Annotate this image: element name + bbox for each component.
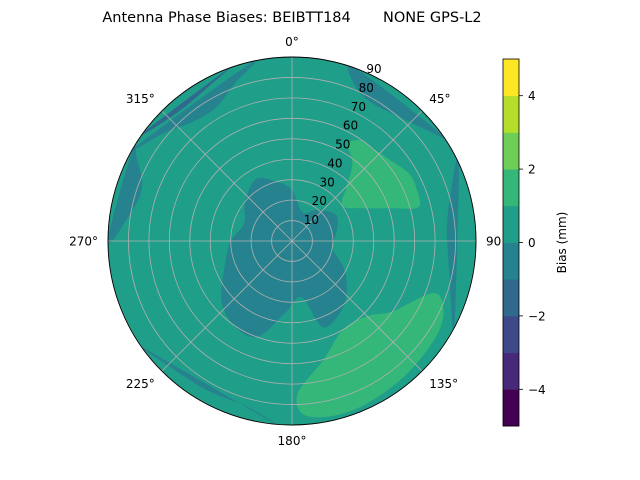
radial-labels: 10 20 30 40 50 60 70 80 90 <box>304 62 382 227</box>
azimuth-gridline <box>291 240 423 372</box>
contour-nw-deep-negative <box>140 66 232 136</box>
contour-south-rim-negative <box>136 344 281 425</box>
radial-tick-label: 90 <box>366 62 381 76</box>
colorbar-segment <box>503 132 519 170</box>
colorbar-segment <box>503 95 519 133</box>
radial-tick-label: 80 <box>359 81 374 95</box>
colorbar-tick-label: −4 <box>528 383 546 397</box>
contour-se-positive <box>296 293 444 418</box>
azimuth-label: 180° <box>278 434 307 448</box>
colorbar-segment <box>503 315 519 353</box>
colorbar-tick-label: 2 <box>528 163 536 177</box>
radial-tick-label: 40 <box>327 156 342 170</box>
colorbar-segment <box>503 389 519 427</box>
colorbar-segment <box>503 59 519 97</box>
colorbar-tick-label: 4 <box>528 89 536 103</box>
colorbar-tick-label: −2 <box>528 309 546 323</box>
radial-tick-label: 20 <box>312 194 327 208</box>
colorbar-label: Bias (mm) <box>555 212 569 274</box>
azimuth-labels: 0° 45° 90 135° 180° 225° 270° 315° <box>69 35 501 448</box>
colorbar-segment <box>503 169 519 207</box>
colorbar: −4 −2 0 2 4 Bias (mm) <box>502 58 569 427</box>
colorbar-tick-label: 0 <box>528 236 536 250</box>
azimuth-label: 270° <box>69 235 98 249</box>
azimuth-label: 45° <box>429 92 450 106</box>
azimuth-gridline <box>161 110 293 242</box>
radial-tick-label: 70 <box>351 100 366 114</box>
radial-tick-label: 30 <box>320 175 335 189</box>
azimuth-label: 0° <box>285 35 299 49</box>
colorbar-segment <box>503 242 519 280</box>
polar-frame <box>107 56 477 426</box>
contour-ne-rim-negative <box>347 66 447 140</box>
azimuth-label: 315° <box>126 92 155 106</box>
polar-grid <box>107 56 477 426</box>
contour-ne-positive <box>341 140 421 209</box>
contour-east-rim-negative <box>446 155 459 336</box>
azimuth-label: 90 <box>486 235 501 249</box>
azimuth-gridline <box>161 240 293 372</box>
azimuth-label: 135° <box>429 377 458 391</box>
colorbar-segment <box>503 279 519 317</box>
azimuth-label: 225° <box>126 377 155 391</box>
contour-west-rim-negative <box>108 143 143 244</box>
azimuth-gridline <box>291 110 423 242</box>
chart-title: Antenna Phase Biases: BEIBTT184 NONE GPS… <box>102 10 481 26</box>
radial-tick-label: 60 <box>343 119 358 133</box>
contour-nw-rim-negative <box>129 58 259 153</box>
radial-tick-label: 10 <box>304 213 319 227</box>
colorbar-segment <box>503 205 519 243</box>
colorbar-segment <box>503 352 519 390</box>
radial-tick-label: 50 <box>335 138 350 152</box>
